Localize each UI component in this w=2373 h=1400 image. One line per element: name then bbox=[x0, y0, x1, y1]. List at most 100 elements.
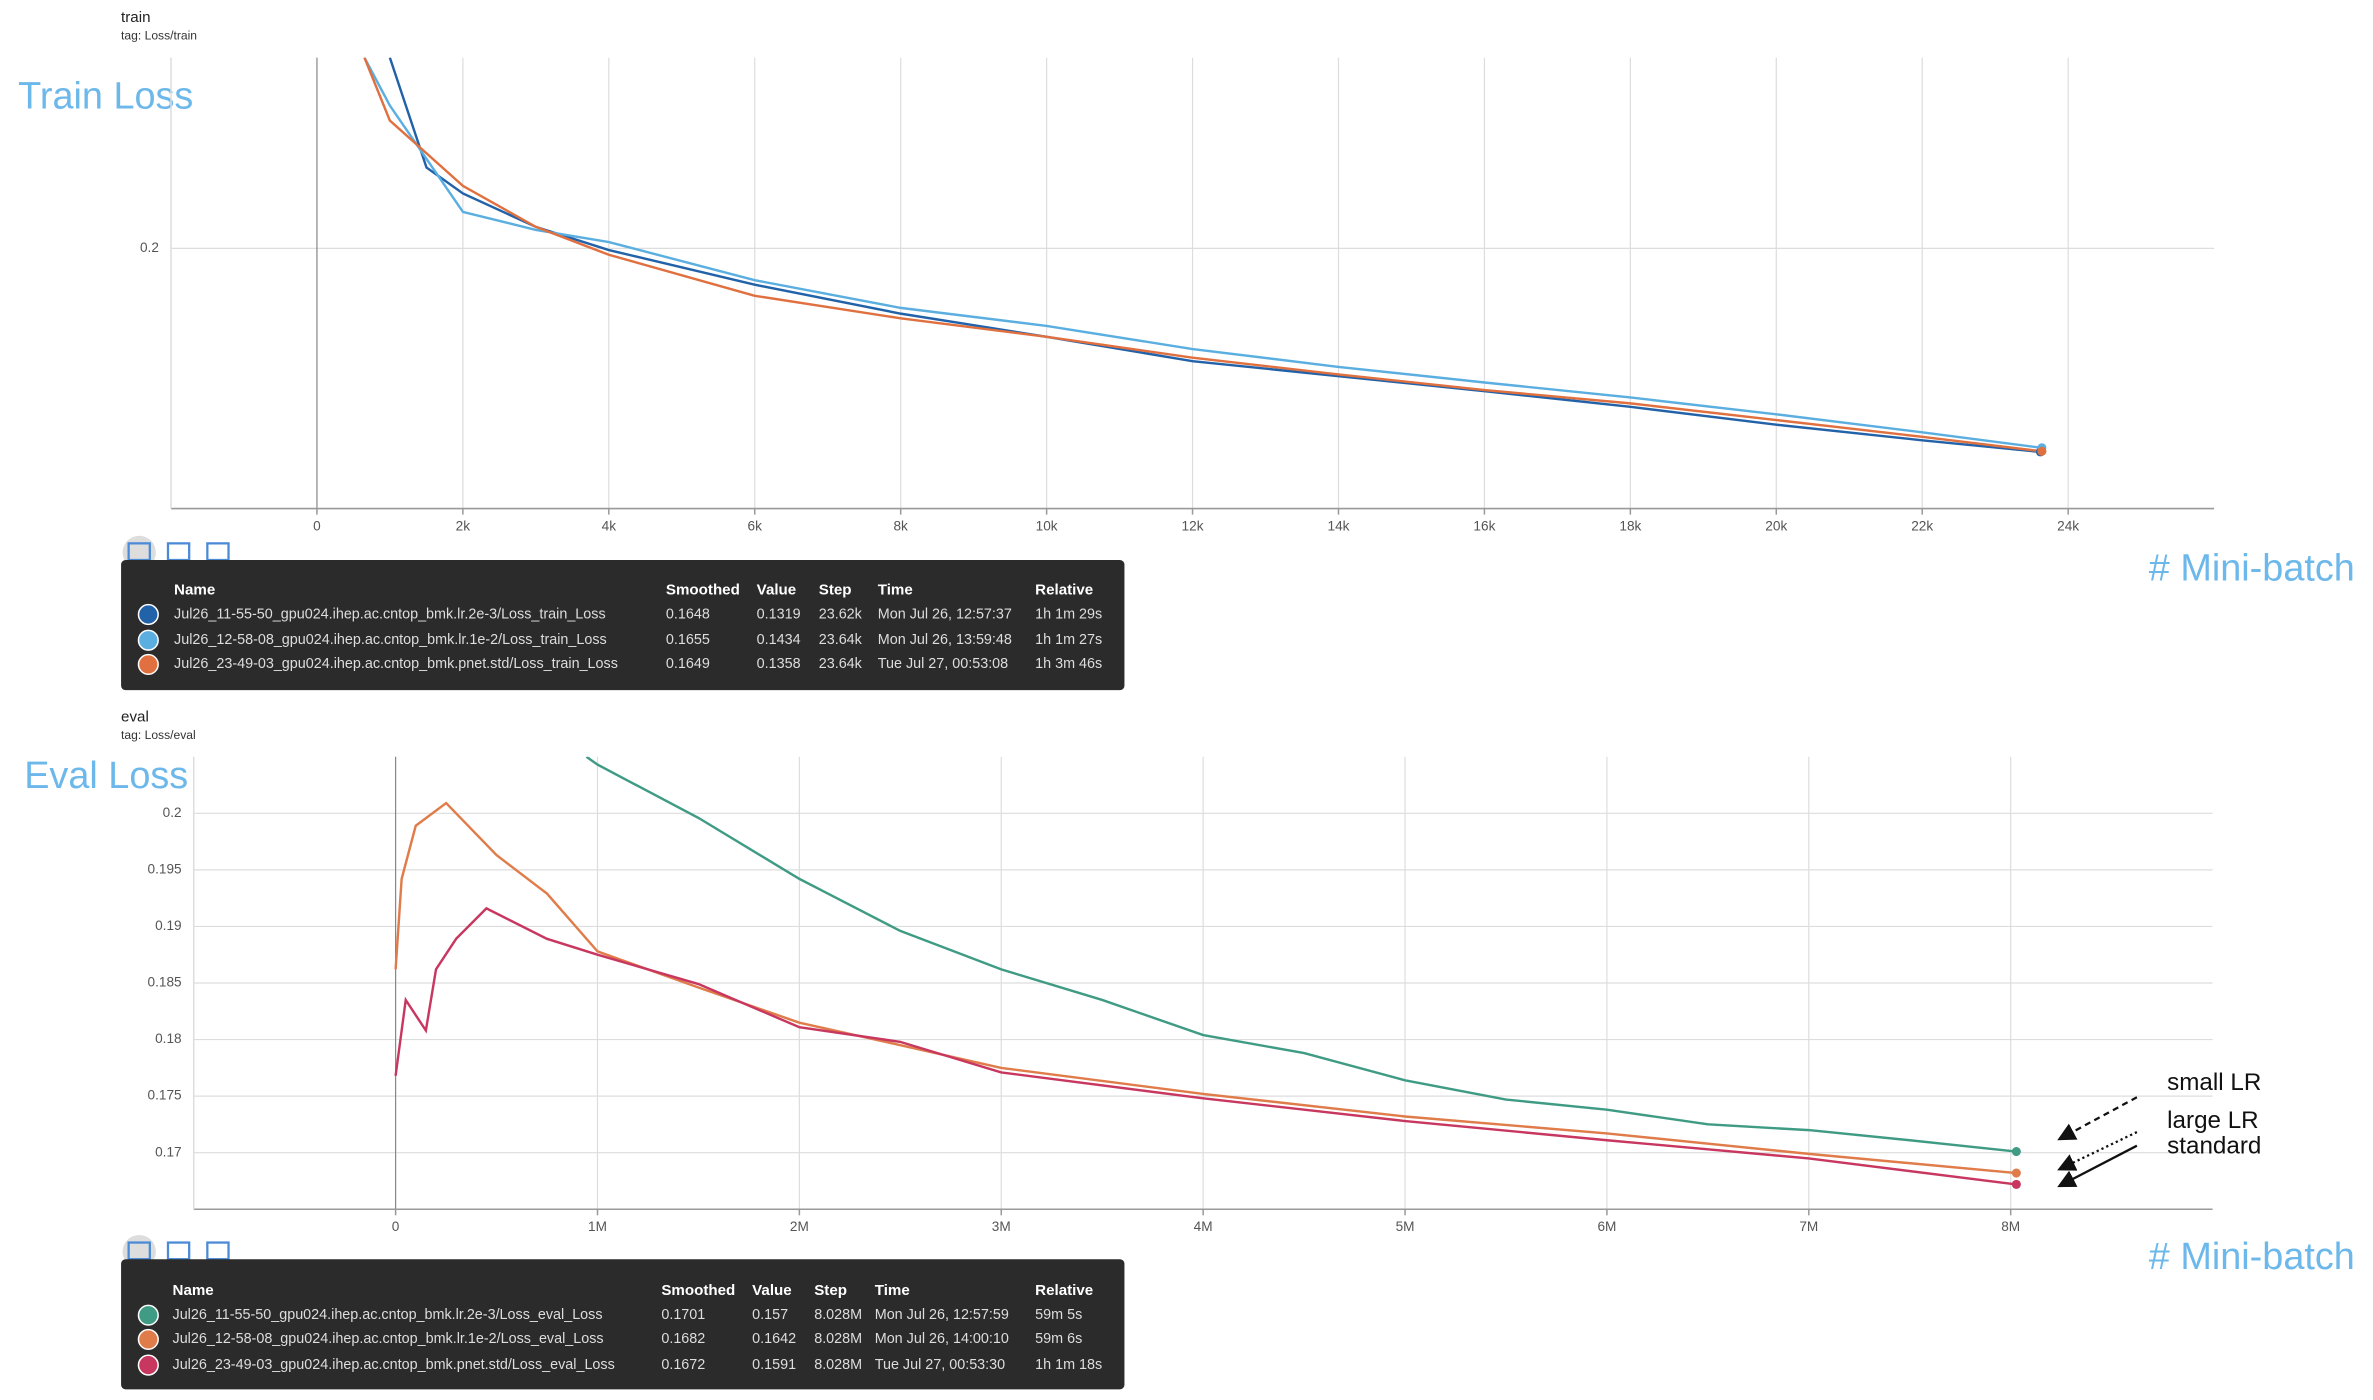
icon[interactable] bbox=[127, 1241, 151, 1261]
x-tick-label: 0 bbox=[313, 518, 321, 533]
x-tick-label: 0 bbox=[392, 1219, 400, 1234]
tooltip-header: Time bbox=[875, 1282, 910, 1299]
tooltip-cell: 0.1655 bbox=[666, 632, 710, 648]
y-tick-label: 0.2 bbox=[163, 805, 182, 820]
tooltip bbox=[121, 560, 1125, 691]
y-tick-label: 0.195 bbox=[148, 861, 182, 876]
icon[interactable] bbox=[206, 1241, 230, 1261]
series-line bbox=[388, 57, 2041, 454]
tooltip bbox=[121, 1259, 1125, 1390]
tooltip-header: Time bbox=[878, 581, 913, 598]
arrow bbox=[2057, 1096, 2138, 1141]
y-tick-label: 0.18 bbox=[155, 1031, 182, 1046]
tooltip-header: Step bbox=[814, 1282, 847, 1299]
tooltip-cell: Mon Jul 26, 12:57:59 bbox=[875, 1307, 1009, 1323]
arrow bbox=[2057, 1144, 2138, 1188]
series-line bbox=[363, 57, 2043, 453]
x-tick-label: 12k bbox=[1182, 518, 1204, 533]
series-line bbox=[394, 801, 2017, 1175]
x-tick-label: 8M bbox=[2001, 1219, 2020, 1234]
legend-entry: Jul26_11-55-50_gpu024.ihep.ac.cntop_bmk.… bbox=[174, 606, 606, 622]
tooltip-cell: 0.1672 bbox=[661, 1357, 705, 1373]
end-point bbox=[2011, 1179, 2021, 1189]
x-tick-label: 22k bbox=[1911, 518, 1933, 533]
x-tick-label: 3M bbox=[992, 1219, 1011, 1234]
tooltip-cell: 8.028M bbox=[814, 1357, 862, 1373]
end-point bbox=[2011, 1147, 2021, 1157]
plot-area bbox=[394, 756, 2017, 1186]
legend-swatch bbox=[137, 1328, 159, 1351]
side-label: small LR bbox=[2167, 1069, 2261, 1096]
legend-swatch bbox=[137, 603, 159, 626]
x-tick-label: 10k bbox=[1036, 518, 1058, 533]
x-tick-label: 18k bbox=[1619, 518, 1641, 533]
end-point bbox=[2037, 446, 2047, 456]
tooltip-cell: 0.1642 bbox=[752, 1331, 796, 1347]
chart-subtitle: tag: Loss/train bbox=[121, 29, 197, 43]
tooltip-cell: 0.157 bbox=[752, 1307, 788, 1323]
x-tick-label: 2k bbox=[456, 518, 471, 533]
icon[interactable] bbox=[166, 542, 191, 562]
x-tick-label: 24k bbox=[2057, 518, 2079, 533]
tooltip-cell: 23.62k bbox=[819, 606, 863, 622]
chart-title: eval bbox=[121, 708, 149, 725]
tooltip-cell: 23.64k bbox=[819, 656, 863, 672]
tooltip-cell: 0.1434 bbox=[757, 632, 801, 648]
tooltip-cell: 23.64k bbox=[819, 632, 863, 648]
legend-entry: Jul26_11-55-50_gpu024.ihep.ac.cntop_bmk.… bbox=[173, 1307, 603, 1323]
tooltip-header: Value bbox=[757, 581, 797, 598]
x-tick-label: 8k bbox=[893, 518, 908, 533]
series-line bbox=[363, 57, 2043, 450]
tooltip-cell: Mon Jul 26, 13:59:48 bbox=[878, 632, 1012, 648]
side-label: standard bbox=[2167, 1133, 2261, 1160]
tooltip-cell: 0.1682 bbox=[661, 1331, 705, 1347]
tooltip-cell: Tue Jul 27, 00:53:08 bbox=[878, 656, 1008, 672]
annotation: Train Loss bbox=[18, 75, 193, 117]
icon[interactable] bbox=[206, 542, 230, 562]
arrow bbox=[2057, 1131, 2138, 1171]
tooltip-header: Smoothed bbox=[666, 581, 740, 598]
icon[interactable] bbox=[166, 1241, 191, 1261]
x-tick-label: 1M bbox=[588, 1219, 607, 1234]
legend-swatch bbox=[137, 1304, 159, 1326]
tooltip-cell: 1h 1m 27s bbox=[1035, 632, 1102, 648]
tooltip-cell: 1h 1m 18s bbox=[1035, 1357, 1102, 1373]
tooltip-header: Relative bbox=[1035, 1282, 1093, 1299]
x-axis-label: # Mini-batch bbox=[2149, 548, 2355, 590]
tooltip-header: Step bbox=[819, 581, 852, 598]
x-tick-label: 4M bbox=[1194, 1219, 1213, 1234]
y-tick-label: 0.19 bbox=[155, 918, 182, 933]
tooltip-cell: 1h 1m 29s bbox=[1035, 606, 1102, 622]
chart-title: train bbox=[121, 9, 150, 26]
tooltip-cell: 8.028M bbox=[814, 1307, 862, 1323]
x-tick-label: 6M bbox=[1597, 1219, 1616, 1234]
y-tick-label: 0.2 bbox=[140, 240, 159, 255]
plot-area bbox=[363, 57, 2043, 454]
tooltip-header: Name bbox=[173, 1282, 214, 1299]
chart-subtitle: tag: Loss/eval bbox=[121, 728, 196, 742]
series-line bbox=[394, 906, 2017, 1186]
tooltip-cell: 0.1358 bbox=[757, 656, 801, 672]
tooltip-cell: 59m 5s bbox=[1035, 1307, 1082, 1323]
tooltip-cell: Mon Jul 26, 12:57:37 bbox=[878, 606, 1012, 622]
x-tick-label: 4k bbox=[602, 518, 617, 533]
tooltip-cell: 59m 6s bbox=[1035, 1331, 1082, 1347]
tooltip-cell: Tue Jul 27, 00:53:30 bbox=[875, 1357, 1005, 1373]
tooltip-cell: 0.1591 bbox=[752, 1357, 796, 1373]
end-point bbox=[2011, 1168, 2021, 1178]
tooltip-cell: 0.1649 bbox=[666, 656, 710, 672]
tooltip-header: Name bbox=[174, 581, 215, 598]
legend-entry: Jul26_12-58-08_gpu024.ihep.ac.cntop_bmk.… bbox=[174, 632, 607, 648]
x-tick-label: 2M bbox=[790, 1219, 809, 1234]
x-tick-label: 16k bbox=[1473, 518, 1495, 533]
tooltip-header: Relative bbox=[1035, 581, 1093, 598]
side-label: large LR bbox=[2167, 1107, 2258, 1134]
x-axis-label: # Mini-batch bbox=[2149, 1236, 2355, 1278]
tooltip-cell: 0.1319 bbox=[757, 606, 801, 622]
legend-swatch bbox=[137, 1354, 159, 1376]
y-tick-label: 0.17 bbox=[155, 1144, 182, 1159]
legend-entry: Jul26_23-49-03_gpu024.ihep.ac.cntop_bmk.… bbox=[174, 656, 618, 672]
tooltip-cell: 1h 3m 46s bbox=[1035, 656, 1102, 672]
legend-entry: Jul26_23-49-03_gpu024.ihep.ac.cntop_bmk.… bbox=[173, 1357, 615, 1373]
